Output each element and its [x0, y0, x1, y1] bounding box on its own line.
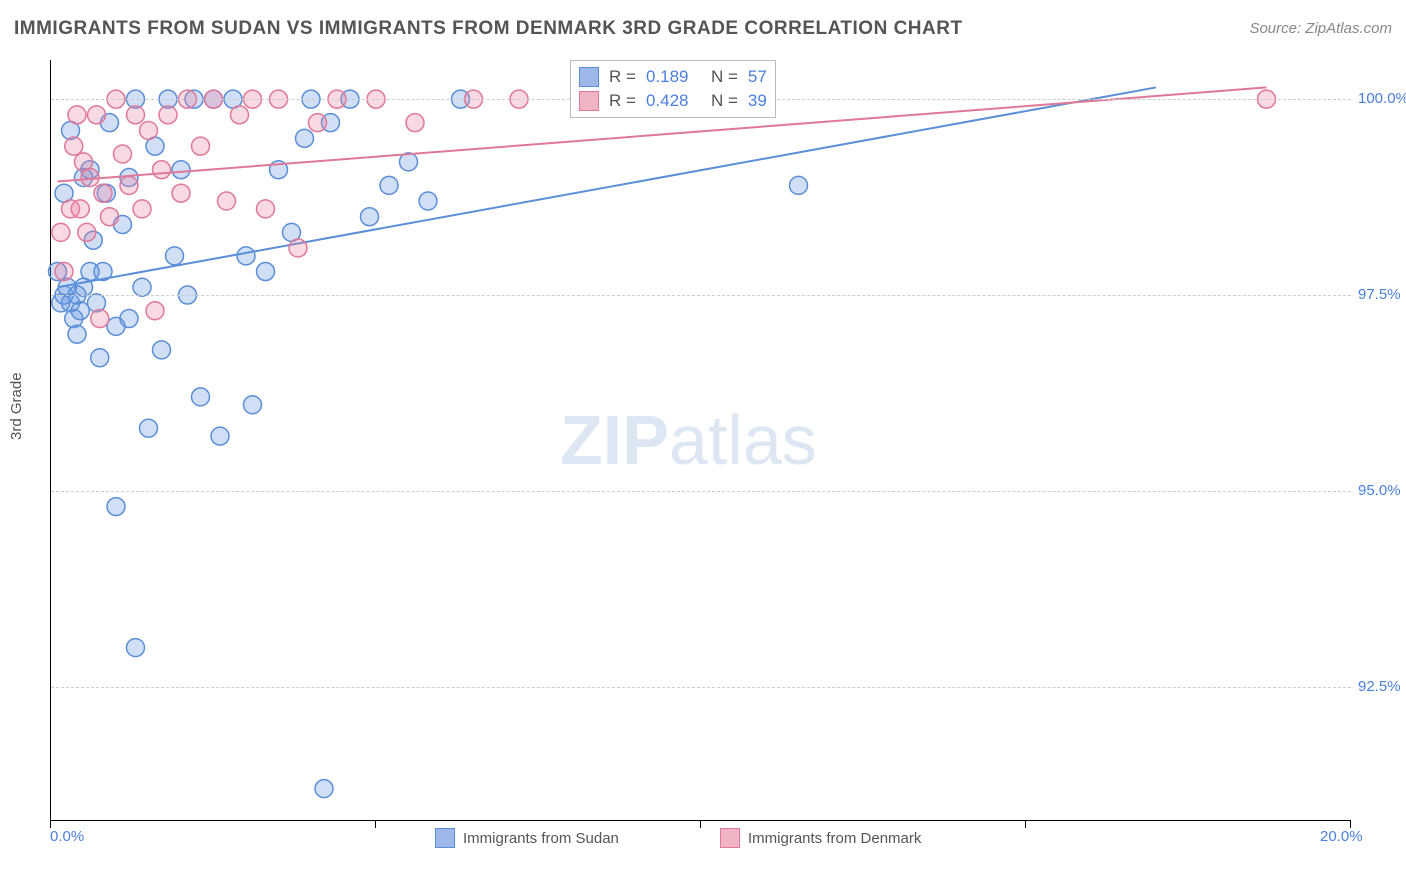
data-point [361, 208, 379, 226]
data-point [172, 161, 190, 179]
data-point [192, 137, 210, 155]
stats-n-label: N = [711, 67, 738, 87]
y-tick-label: 100.0% [1358, 90, 1406, 107]
data-point [406, 114, 424, 132]
x-tick [375, 820, 376, 828]
data-point [296, 129, 314, 147]
data-point [790, 176, 808, 194]
x-tick [50, 820, 51, 828]
data-point [120, 310, 138, 328]
data-point [88, 294, 106, 312]
data-point [257, 200, 275, 218]
data-point [218, 192, 236, 210]
data-point [315, 780, 333, 798]
data-point [101, 208, 119, 226]
data-point [309, 114, 327, 132]
data-point [419, 192, 437, 210]
data-point [91, 349, 109, 367]
x-tick [1350, 820, 1351, 828]
source-label: Source: ZipAtlas.com [1249, 20, 1392, 37]
data-point [133, 278, 151, 296]
stats-r-value: 0.189 [646, 67, 701, 87]
data-point [140, 419, 158, 437]
data-point [146, 302, 164, 320]
stats-r-label: R = [609, 67, 636, 87]
data-point [52, 223, 70, 241]
stats-n-value: 39 [748, 91, 767, 111]
data-point [114, 145, 132, 163]
data-point [71, 302, 89, 320]
stats-n-value: 57 [748, 67, 767, 87]
data-point [68, 106, 86, 124]
stats-swatch [579, 67, 599, 87]
data-point [211, 427, 229, 445]
data-point [140, 122, 158, 140]
x-tick-label: 20.0% [1320, 828, 1363, 845]
x-tick [700, 820, 701, 828]
stats-r-label: R = [609, 91, 636, 111]
data-point [289, 239, 307, 257]
data-point [127, 639, 145, 657]
data-point [231, 106, 249, 124]
data-point [120, 176, 138, 194]
y-tick-label: 95.0% [1358, 482, 1401, 499]
y-axis-label: 3rd Grade [8, 372, 25, 440]
data-point [71, 200, 89, 218]
data-point [68, 325, 86, 343]
data-point [65, 137, 83, 155]
data-point [153, 341, 171, 359]
legend-item: Immigrants from Denmark [720, 828, 921, 848]
data-point [166, 247, 184, 265]
gridline [51, 491, 1351, 492]
data-point [257, 263, 275, 281]
data-point [107, 498, 125, 516]
x-tick [1025, 820, 1026, 828]
data-point [94, 184, 112, 202]
legend-label: Immigrants from Denmark [748, 830, 921, 847]
data-point [78, 223, 96, 241]
chart-title: IMMIGRANTS FROM SUDAN VS IMMIGRANTS FROM… [14, 18, 963, 40]
gridline [51, 295, 1351, 296]
data-point [91, 310, 109, 328]
legend-item: Immigrants from Sudan [435, 828, 619, 848]
legend-swatch [720, 828, 740, 848]
data-point [55, 263, 73, 281]
data-point [244, 396, 262, 414]
data-point [172, 184, 190, 202]
stats-r-value: 0.428 [646, 91, 701, 111]
data-point [127, 106, 145, 124]
stats-legend-box: R = 0.189 N = 57 R = 0.428 N = 39 [570, 60, 776, 118]
data-point [380, 176, 398, 194]
plot-area [50, 60, 1351, 821]
gridline [51, 687, 1351, 688]
x-tick-label: 0.0% [50, 828, 84, 845]
data-point [159, 106, 177, 124]
y-tick-label: 97.5% [1358, 286, 1401, 303]
stats-row: R = 0.428 N = 39 [579, 89, 767, 113]
stats-n-label: N = [711, 91, 738, 111]
data-point [192, 388, 210, 406]
legend-swatch [435, 828, 455, 848]
legend-label: Immigrants from Sudan [463, 830, 619, 847]
stats-swatch [579, 91, 599, 111]
data-point [153, 161, 171, 179]
chart-svg [51, 60, 1351, 820]
data-point [133, 200, 151, 218]
y-tick-label: 92.5% [1358, 678, 1401, 695]
stats-row: R = 0.189 N = 57 [579, 65, 767, 89]
data-point [237, 247, 255, 265]
data-point [88, 106, 106, 124]
